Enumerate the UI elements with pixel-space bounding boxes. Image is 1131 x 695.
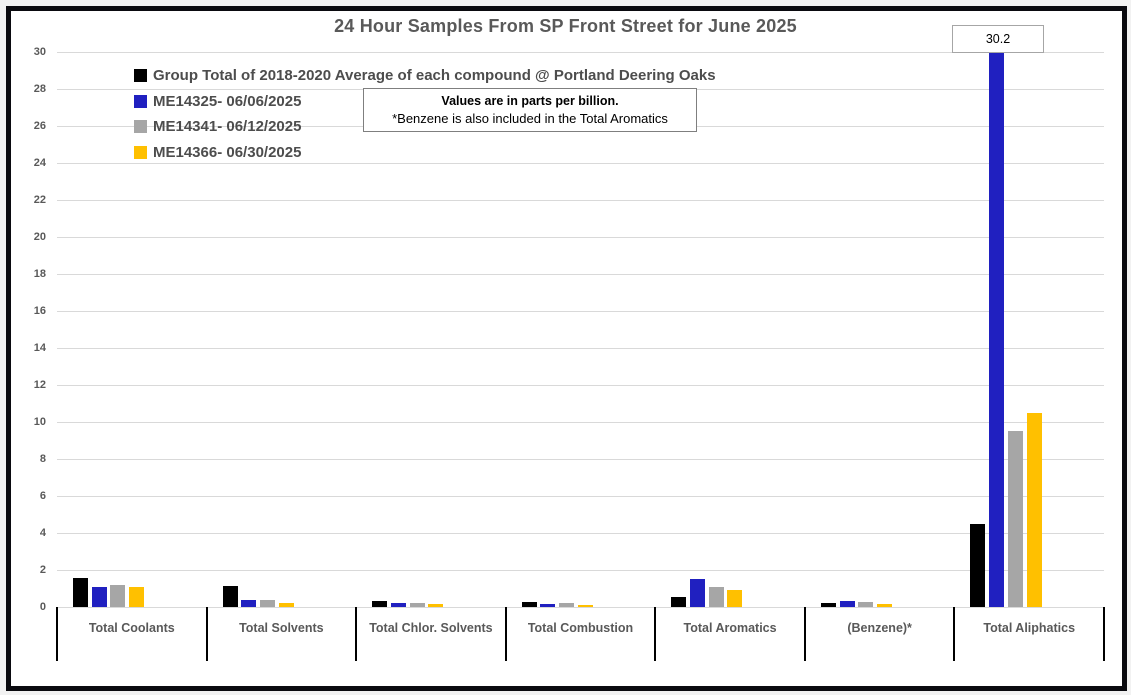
bar-sample-2 [409,603,425,607]
gridline [57,385,1104,386]
legend-swatch-icon [134,120,147,134]
y-axis-tick-label: 8 [39,453,46,465]
y-axis-tick-label: 0 [39,601,46,613]
note-units-text: Values are in parts per billion. [441,94,619,108]
legend-label: ME14341- 06/12/2025 [153,118,302,136]
category-tick [953,607,956,661]
x-axis-category-label: Total Aromatics [683,621,777,635]
category-tick [355,607,358,661]
bar-sample-1 [989,52,1005,607]
gridline [57,570,1104,571]
bar-average [372,600,388,607]
x-axis-category-label: Total Solvents [239,621,324,635]
category-tick [56,607,58,661]
y-axis-tick-label: 14 [33,342,46,354]
y-axis-tick-label: 24 [33,157,46,169]
category-tick [1103,607,1105,661]
legend-item: ME14341- 06/12/2025 [134,114,716,140]
legend-swatch-icon [134,69,147,83]
bar-sample-3 [876,604,892,607]
bar-average [521,602,537,607]
legend-label: Group Total of 2018-2020 Average of each… [153,67,716,85]
gridline [57,274,1104,275]
x-axis-category-label: Total Aliphatics [983,621,1076,635]
bar-sample-1 [689,579,705,607]
bar-sample-3 [278,603,294,607]
legend-item: ME14325- 06/06/2025 [134,89,716,115]
bar-sample-2 [1007,431,1023,607]
gridline [57,459,1104,460]
bar-sample-3 [129,586,145,607]
bar-sample-2 [708,586,724,607]
chart-title: 24 Hour Samples From SP Front Street for… [334,16,797,36]
bar-average [73,578,88,607]
note-benzene-text: *Benzene is also included in the Total A… [392,111,668,126]
bar-sample-1 [540,604,556,607]
gridline [57,348,1104,349]
gridline [57,237,1104,238]
note-box: Values are in parts per billion. *Benzen… [363,88,697,132]
gridline [57,311,1104,312]
category-tick [654,607,657,661]
y-axis-tick-label: 20 [33,231,46,243]
y-axis-tick-label: 12 [33,379,46,391]
gridline [57,163,1104,164]
y-axis-tick-label: 16 [33,305,46,317]
gridline [57,533,1104,534]
legend: Group Total of 2018-2020 Average of each… [134,63,716,165]
bar-sample-2 [259,599,275,607]
y-axis-tick-label: 6 [39,490,46,502]
max-value-data-label: 30.2 [952,25,1044,53]
legend-label: ME14366- 06/30/2025 [153,143,302,161]
y-axis-tick-label: 2 [39,564,46,576]
bar-sample-2 [858,602,874,607]
gridline [57,607,1104,608]
x-axis-category-label: (Benzene)* [847,621,912,635]
legend-item: Group Total of 2018-2020 Average of each… [134,63,716,89]
y-axis-tick-label: 4 [39,527,46,539]
category-tick [803,607,806,661]
bar-average [820,603,836,607]
bar-average [970,523,986,607]
legend-item: ME14366- 06/30/2025 [134,140,716,166]
y-axis-tick-label: 26 [33,120,46,132]
bar-average [222,585,238,607]
y-axis-tick-label: 28 [33,83,46,95]
y-axis-tick-label: 18 [33,268,46,280]
bar-sample-2 [559,603,575,607]
y-axis-tick-label: 22 [33,194,46,206]
bar-sample-1 [839,601,855,607]
x-axis-category-label: Total Combustion [527,621,634,635]
legend-swatch-icon [134,145,147,159]
legend-swatch-icon [134,94,147,108]
y-axis-tick-label: 10 [33,416,46,428]
bar-sample-3 [1026,412,1042,607]
legend-label: ME14325- 06/06/2025 [153,92,302,110]
x-axis-category-label: Total Chlor. Solvents [369,621,493,635]
gridline [57,200,1104,201]
category-tick [205,607,208,661]
category-tick [504,607,507,661]
bar-average [671,596,687,607]
gridline [57,52,1104,53]
gridline [57,496,1104,497]
bar-sample-1 [390,603,406,607]
gridline [57,422,1104,423]
y-axis-tick-label: 30 [33,46,46,58]
bar-sample-1 [91,586,107,607]
bar-sample-2 [110,584,126,607]
bar-sample-3 [727,590,743,607]
bar-sample-3 [577,605,593,607]
bar-sample-3 [428,604,444,607]
bar-sample-1 [241,599,257,607]
x-axis-category-label: Total Coolants [88,621,175,635]
